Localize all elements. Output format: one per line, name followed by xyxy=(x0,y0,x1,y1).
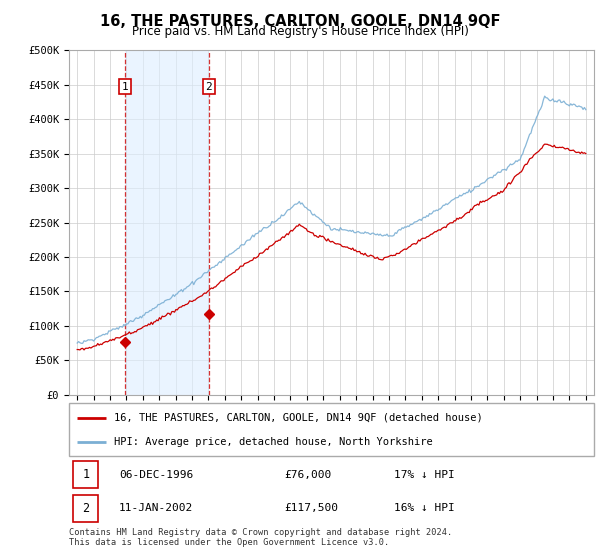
FancyBboxPatch shape xyxy=(73,494,98,522)
Text: Price paid vs. HM Land Registry's House Price Index (HPI): Price paid vs. HM Land Registry's House … xyxy=(131,25,469,38)
Text: 1: 1 xyxy=(82,468,89,481)
Text: 1: 1 xyxy=(122,82,128,92)
Text: 06-DEC-1996: 06-DEC-1996 xyxy=(119,470,193,480)
Text: £117,500: £117,500 xyxy=(284,503,338,513)
Text: 2: 2 xyxy=(82,502,89,515)
Text: Contains HM Land Registry data © Crown copyright and database right 2024.
This d: Contains HM Land Registry data © Crown c… xyxy=(69,528,452,547)
Text: 16% ↓ HPI: 16% ↓ HPI xyxy=(395,503,455,513)
Text: 16, THE PASTURES, CARLTON, GOOLE, DN14 9QF: 16, THE PASTURES, CARLTON, GOOLE, DN14 9… xyxy=(100,14,500,29)
FancyBboxPatch shape xyxy=(69,403,594,456)
Bar xyxy=(125,50,209,395)
Text: 17% ↓ HPI: 17% ↓ HPI xyxy=(395,470,455,480)
FancyBboxPatch shape xyxy=(73,461,98,488)
Text: 11-JAN-2002: 11-JAN-2002 xyxy=(119,503,193,513)
Text: 16, THE PASTURES, CARLTON, GOOLE, DN14 9QF (detached house): 16, THE PASTURES, CARLTON, GOOLE, DN14 9… xyxy=(113,413,482,423)
Text: £76,000: £76,000 xyxy=(284,470,331,480)
Text: 2: 2 xyxy=(206,82,212,92)
Text: HPI: Average price, detached house, North Yorkshire: HPI: Average price, detached house, Nort… xyxy=(113,437,433,447)
